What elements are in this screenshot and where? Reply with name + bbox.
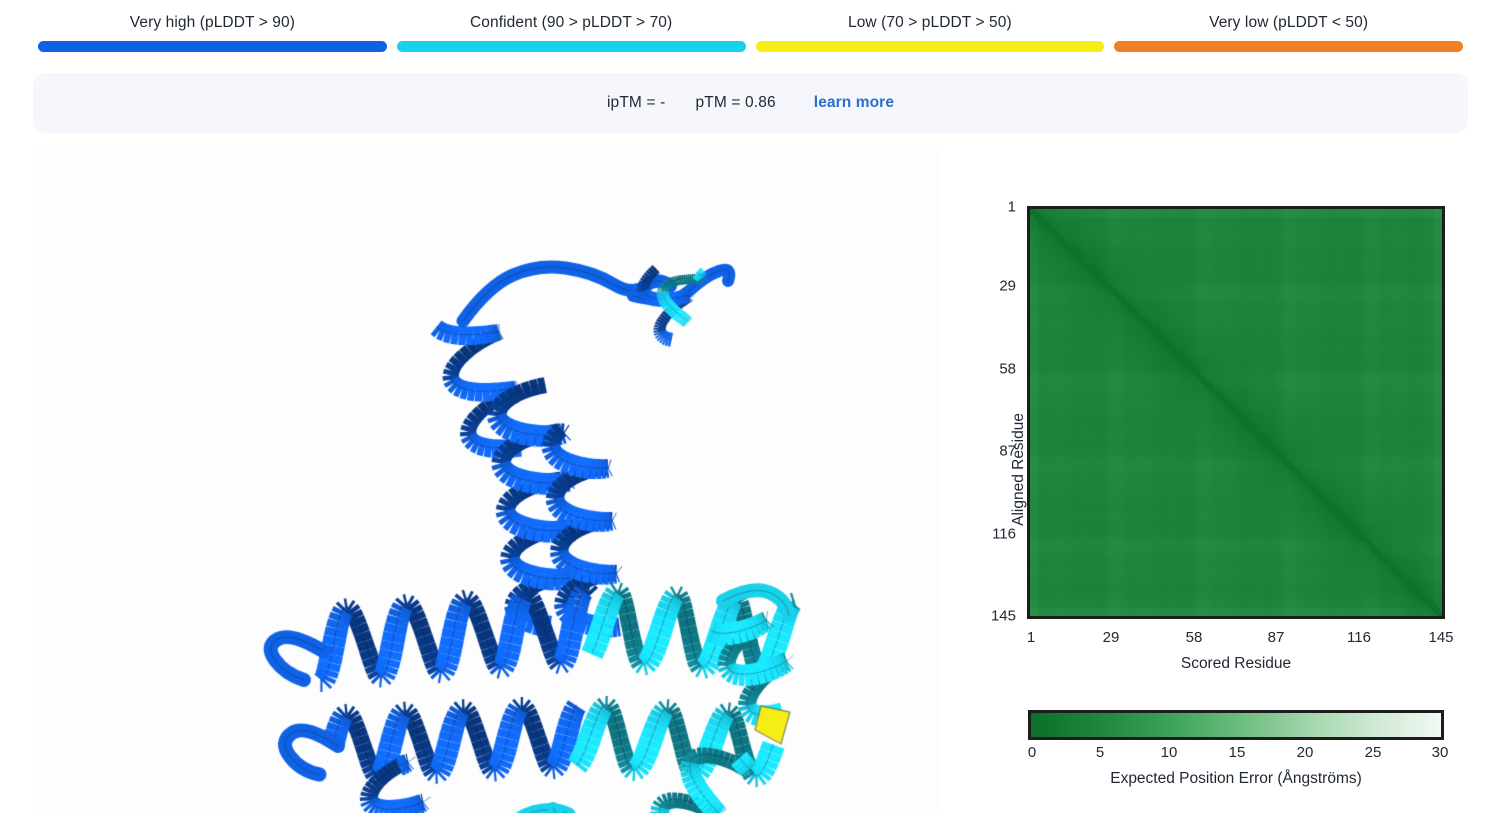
pae-y-tick-4: 116	[992, 525, 1016, 543]
pae-x-tick-3: 87	[1267, 629, 1285, 646]
pae-x-tick-5: 145	[1428, 629, 1454, 646]
pae-y-tick-5: 145	[990, 607, 1016, 625]
colorbar-tick-15: 15	[1228, 744, 1246, 761]
colorbar-tick-0: 0	[1027, 744, 1037, 761]
pae-y-tick-1: 29	[999, 277, 1016, 295]
pae-x-tick-4: 116	[1347, 629, 1371, 646]
pae-panel: Aligned Residue Scored Residue 1 29 58 8…	[955, 150, 1475, 810]
legend-label-very-low: Very low (pLDDT < 50)	[1209, 14, 1369, 31]
legend-item-very-low: Very low (pLDDT < 50)	[1109, 14, 1468, 62]
legend-item-very-high: Very high (pLDDT > 90)	[33, 14, 392, 62]
protein-structure-canvas[interactable]	[33, 146, 941, 813]
colorbar-tick-30: 30	[1431, 744, 1449, 761]
legend-label-confident: Confident (90 > pLDDT > 70)	[469, 14, 673, 31]
colorbar-tick-10: 10	[1160, 744, 1178, 761]
pae-heatmap-canvas[interactable]	[1027, 206, 1445, 619]
pae-y-axis-title: Aligned Residue	[1010, 412, 1027, 526]
colorbar-tick-20: 20	[1296, 744, 1314, 761]
pae-y-tick-0: 1	[1007, 198, 1016, 216]
pae-plot: Aligned Residue Scored Residue 1 29 58 8…	[991, 199, 1454, 673]
legend-bar-very-low	[1114, 41, 1463, 52]
pae-colorbar-gradient	[1028, 710, 1444, 740]
learn-more-link[interactable]: learn more	[813, 94, 895, 111]
pae-y-tick-2: 58	[999, 360, 1016, 378]
pae-x-axis-title: Scored Residue	[1180, 655, 1292, 672]
iptm-value: ipTM = -	[606, 94, 666, 111]
pae-y-tick-3: 87	[999, 442, 1016, 460]
legend-label-low: Low (70 > pLDDT > 50)	[847, 14, 1012, 31]
score-summary-bar: ipTM = - pTM = 0.86 learn more	[33, 73, 1468, 133]
legend-item-confident: Confident (90 > pLDDT > 70)	[392, 14, 751, 62]
legend-bar-very-high	[38, 41, 387, 52]
pae-x-tick-0: 1	[1026, 629, 1036, 646]
legend-item-low: Low (70 > pLDDT > 50)	[751, 14, 1110, 62]
colorbar-tick-5: 5	[1095, 744, 1105, 761]
legend-label-very-high: Very high (pLDDT > 90)	[129, 14, 295, 31]
pae-x-tick-2: 58	[1185, 629, 1203, 646]
plddt-legend: Very high (pLDDT > 90) Confident (90 > p…	[33, 14, 1468, 62]
pae-x-tick-1: 29	[1102, 629, 1120, 646]
pae-colorbar: 0 5 10 15 20 25 30 Expected Position Err…	[1027, 710, 1448, 810]
structure-viewer-panel[interactable]	[33, 146, 941, 813]
ptm-value: pTM = 0.86	[695, 94, 776, 111]
colorbar-tick-25: 25	[1364, 744, 1382, 761]
legend-bar-confident	[396, 41, 746, 52]
pae-colorbar-title: Expected Position Error (Ångströms)	[1110, 770, 1362, 787]
legend-bar-low	[755, 41, 1105, 52]
